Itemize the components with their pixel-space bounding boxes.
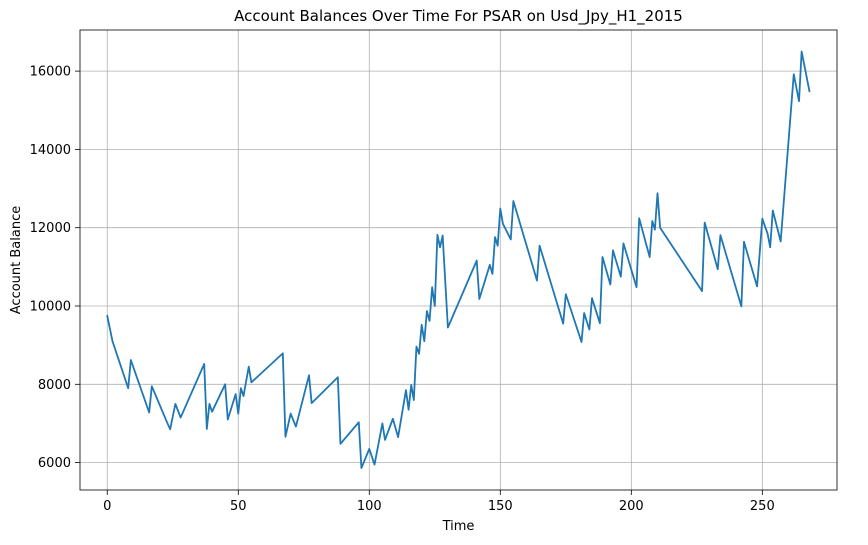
x-tick-label: 150: [488, 499, 513, 514]
y-tick-label: 14000: [30, 143, 71, 158]
series-line: [106, 50, 811, 469]
y-tick-label: 10000: [30, 300, 71, 315]
x-axis-ticks: 0 50 100 150 200 250: [103, 490, 775, 514]
x-tick-label: 200: [619, 499, 644, 514]
grid-lines: [80, 30, 837, 490]
x-tick-label: 250: [750, 499, 775, 514]
y-axis-label: Account Balance: [9, 206, 24, 314]
x-tick-label: 0: [103, 499, 111, 514]
plot-frame: [79, 29, 838, 491]
y-tick-label: 16000: [30, 65, 71, 80]
y-tick-label: 12000: [30, 221, 71, 236]
chart-title: Account Balances Over Time For PSAR on U…: [234, 7, 683, 26]
y-axis-ticks: 6000 8000 10000 12000 14000 16000: [30, 65, 80, 471]
x-tick-label: 50: [230, 499, 247, 514]
y-tick-label: 6000: [38, 456, 71, 471]
y-tick-label: 8000: [38, 378, 71, 393]
x-axis-label: Time: [442, 519, 475, 534]
series-layer: [106, 50, 811, 469]
x-tick-label: 100: [357, 499, 382, 514]
